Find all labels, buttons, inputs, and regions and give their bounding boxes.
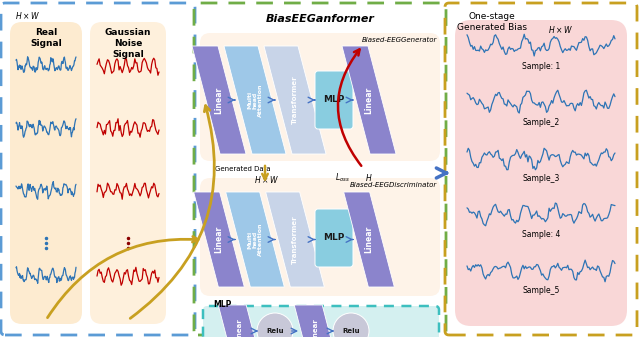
Text: Sample_2: Sample_2 xyxy=(522,118,559,127)
Text: $H\times W$: $H\times W$ xyxy=(15,10,40,21)
Text: Linear: Linear xyxy=(365,226,374,253)
Text: Multi
head
Attention: Multi head Attention xyxy=(247,223,263,256)
Text: Sample_5: Sample_5 xyxy=(522,286,560,295)
Text: $H$: $H$ xyxy=(365,172,372,183)
Text: Transformer: Transformer xyxy=(292,215,298,264)
Polygon shape xyxy=(218,305,260,337)
Text: Biased-EEGDiscriminator: Biased-EEGDiscriminator xyxy=(349,182,437,188)
Text: Sample: 1: Sample: 1 xyxy=(522,62,560,71)
Text: Real
Signal: Real Signal xyxy=(30,28,62,48)
Polygon shape xyxy=(194,192,244,287)
FancyBboxPatch shape xyxy=(200,178,440,296)
Text: Relu: Relu xyxy=(266,328,284,334)
Text: Gaussian
Noise
Signal: Gaussian Noise Signal xyxy=(105,28,151,59)
Polygon shape xyxy=(264,46,326,154)
FancyBboxPatch shape xyxy=(455,20,627,326)
Circle shape xyxy=(333,313,369,337)
FancyBboxPatch shape xyxy=(90,22,166,324)
Text: One-stage
Generated Bias: One-stage Generated Bias xyxy=(457,12,527,32)
Polygon shape xyxy=(224,46,286,154)
Polygon shape xyxy=(226,192,284,287)
Polygon shape xyxy=(294,305,336,337)
Text: MLP: MLP xyxy=(213,300,232,309)
Text: BiasEEGanformer: BiasEEGanformer xyxy=(266,14,374,24)
Text: Linear: Linear xyxy=(214,86,223,114)
FancyBboxPatch shape xyxy=(203,306,439,337)
Text: Sample_3: Sample_3 xyxy=(522,174,560,183)
Text: MLP: MLP xyxy=(323,234,345,243)
Text: $H\times W$: $H\times W$ xyxy=(254,174,279,185)
Text: Linear: Linear xyxy=(365,86,374,114)
Text: $H\times W$: $H\times W$ xyxy=(548,24,573,35)
Text: Multi
head
Attention: Multi head Attention xyxy=(247,83,263,117)
Polygon shape xyxy=(266,192,324,287)
Polygon shape xyxy=(344,192,394,287)
FancyBboxPatch shape xyxy=(315,209,353,267)
FancyBboxPatch shape xyxy=(315,71,353,129)
Text: Generated Data: Generated Data xyxy=(215,166,271,172)
Text: $L_{oss}$: $L_{oss}$ xyxy=(335,172,350,184)
Text: Relu: Relu xyxy=(342,328,360,334)
FancyBboxPatch shape xyxy=(10,22,82,324)
FancyBboxPatch shape xyxy=(200,33,440,161)
Polygon shape xyxy=(192,46,246,154)
Text: Linear: Linear xyxy=(214,226,223,253)
Circle shape xyxy=(257,313,293,337)
Text: Sample: 4: Sample: 4 xyxy=(522,230,560,239)
Polygon shape xyxy=(342,46,396,154)
Text: Transformer: Transformer xyxy=(292,76,298,124)
Text: Linear: Linear xyxy=(236,318,242,337)
Text: MLP: MLP xyxy=(323,95,345,104)
Text: Biased-EEGGenerator: Biased-EEGGenerator xyxy=(362,37,437,43)
Text: Linear: Linear xyxy=(312,318,318,337)
